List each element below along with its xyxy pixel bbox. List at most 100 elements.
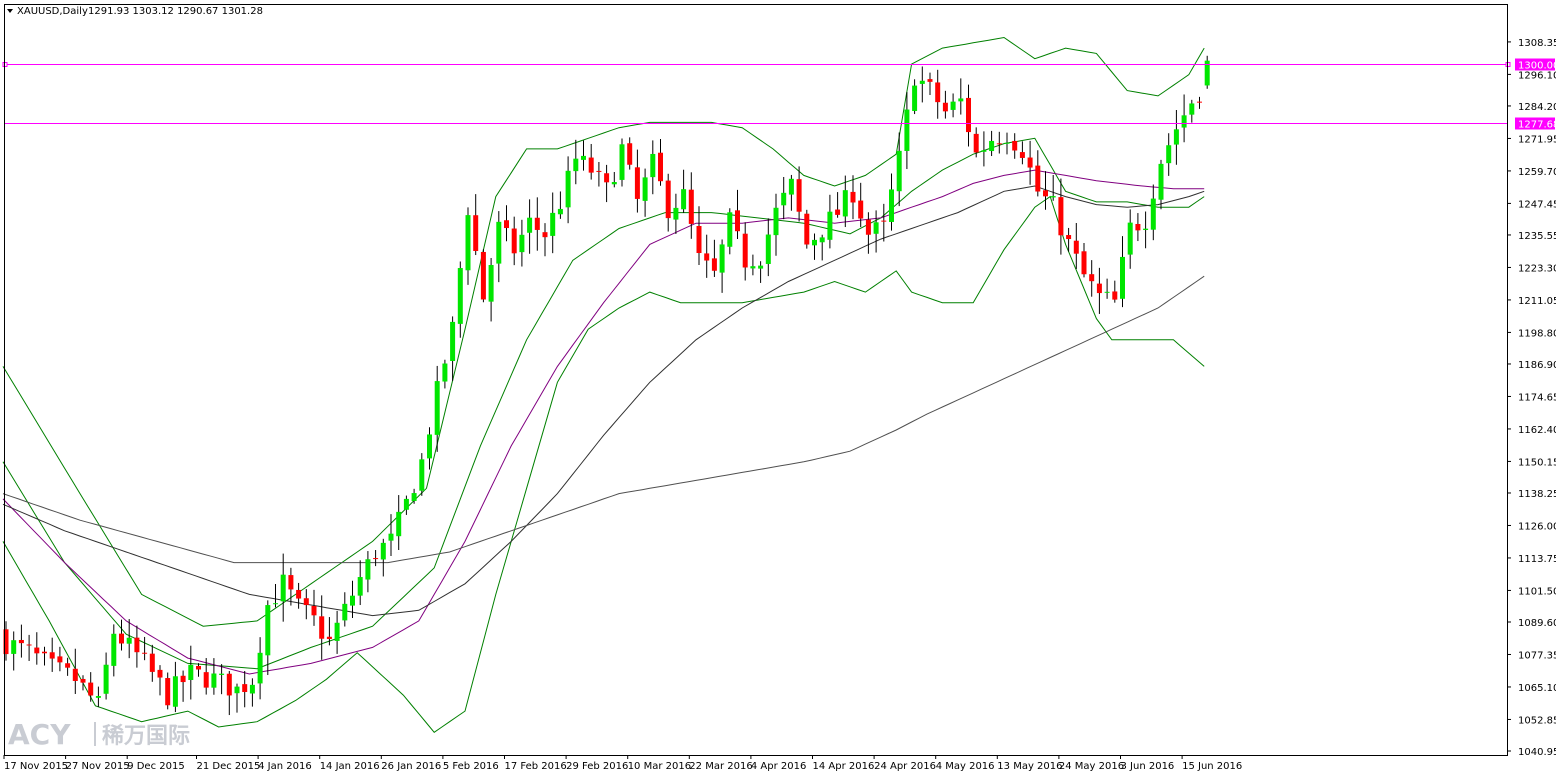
y-tick-label: 1089.60 xyxy=(1518,618,1556,629)
candle-body xyxy=(527,217,533,233)
candle xyxy=(627,137,633,170)
price-level-badge xyxy=(1515,58,1555,71)
x-tick-label: 29 Feb 2016 xyxy=(566,761,628,772)
candle xyxy=(1158,159,1164,210)
x-tick-label: 17 Feb 2016 xyxy=(505,761,567,772)
candle-body xyxy=(919,80,925,84)
candle-body xyxy=(373,558,379,560)
candle xyxy=(1135,213,1141,242)
candle xyxy=(249,678,255,707)
y-tick-label: 1198.80 xyxy=(1518,328,1556,339)
candle-body xyxy=(935,82,941,103)
price-level-label: 1277.68 xyxy=(1518,120,1556,131)
candle-body xyxy=(850,191,856,203)
candle xyxy=(904,92,910,170)
candle-body xyxy=(3,629,9,655)
candle xyxy=(165,672,171,710)
candle xyxy=(226,671,232,716)
candle xyxy=(773,193,779,256)
candle-body xyxy=(704,253,710,261)
candle xyxy=(72,648,78,694)
candle-body xyxy=(473,215,479,251)
candle xyxy=(611,172,617,188)
candle xyxy=(388,514,394,556)
candle xyxy=(973,127,979,158)
candle xyxy=(365,551,371,593)
candle xyxy=(403,495,409,515)
candle xyxy=(126,619,132,659)
candle xyxy=(434,365,440,452)
x-tick-label: 22 Mar 2016 xyxy=(689,761,752,772)
candle-body xyxy=(835,209,841,215)
candle xyxy=(896,132,902,207)
candle xyxy=(588,143,594,180)
candle-body xyxy=(604,173,610,183)
candle xyxy=(296,582,302,609)
candle-body xyxy=(257,652,263,684)
candle-body xyxy=(334,622,340,641)
candle-body xyxy=(812,239,817,246)
candle-body xyxy=(1012,140,1018,151)
candle xyxy=(1073,222,1079,270)
candle xyxy=(650,140,656,195)
candle xyxy=(704,234,710,278)
x-tick-label: 26 Jan 2016 xyxy=(381,761,441,772)
candle-body xyxy=(658,152,663,182)
candle xyxy=(827,194,833,249)
candle xyxy=(519,219,525,267)
candle xyxy=(1066,227,1072,252)
candle xyxy=(1104,278,1110,299)
candle-body xyxy=(434,381,440,435)
x-tick-label: 17 Nov 2015 xyxy=(4,761,68,772)
candle-body xyxy=(511,228,517,254)
candle-body xyxy=(950,101,956,110)
candle xyxy=(95,686,101,707)
candle-body xyxy=(688,189,694,224)
candle-body xyxy=(196,665,201,670)
candle xyxy=(1050,174,1056,201)
candle xyxy=(1096,267,1102,314)
candle xyxy=(865,212,871,254)
candle-body xyxy=(1089,274,1095,282)
candle-body xyxy=(1204,60,1210,86)
y-tick-label: 1126.00 xyxy=(1518,521,1556,532)
y-tick-label: 1101.50 xyxy=(1518,586,1556,597)
candle-body xyxy=(496,221,502,264)
candle-body xyxy=(280,574,286,602)
x-tick-label: 13 May 2016 xyxy=(997,761,1062,772)
candle-body xyxy=(88,682,94,696)
candle-body xyxy=(904,109,910,152)
candle-body xyxy=(989,140,995,152)
candle xyxy=(966,84,971,147)
candle-body xyxy=(504,220,509,229)
candle-body xyxy=(719,244,725,273)
candle-body xyxy=(889,189,894,222)
candle xyxy=(735,189,740,239)
candle-body xyxy=(342,603,348,621)
symbol-label: XAUUSD,Daily xyxy=(17,6,88,17)
candle xyxy=(465,207,471,285)
candle-body xyxy=(1158,163,1164,200)
candle xyxy=(80,675,86,691)
candle xyxy=(326,617,332,646)
candle-body xyxy=(804,213,810,245)
candle xyxy=(835,192,841,218)
dropdown-triangle-icon[interactable] xyxy=(7,9,13,13)
candle-body xyxy=(1081,251,1087,275)
y-tick-label: 1113.75 xyxy=(1518,554,1556,565)
candle xyxy=(411,488,417,504)
y-tick-label: 1040.95 xyxy=(1518,747,1556,758)
candle-body xyxy=(1027,157,1033,168)
watermark-divider xyxy=(94,722,96,746)
x-tick-label: 21 Dec 2015 xyxy=(197,761,261,772)
candle-body xyxy=(735,210,740,232)
candle xyxy=(265,600,271,676)
candle-body xyxy=(711,258,717,271)
candle xyxy=(565,156,571,224)
y-tick-label: 1296.10 xyxy=(1518,70,1556,81)
candle-body xyxy=(180,675,186,683)
x-tick-label: 24 May 2016 xyxy=(1059,761,1124,772)
candle xyxy=(1058,178,1064,255)
candle xyxy=(550,192,556,254)
